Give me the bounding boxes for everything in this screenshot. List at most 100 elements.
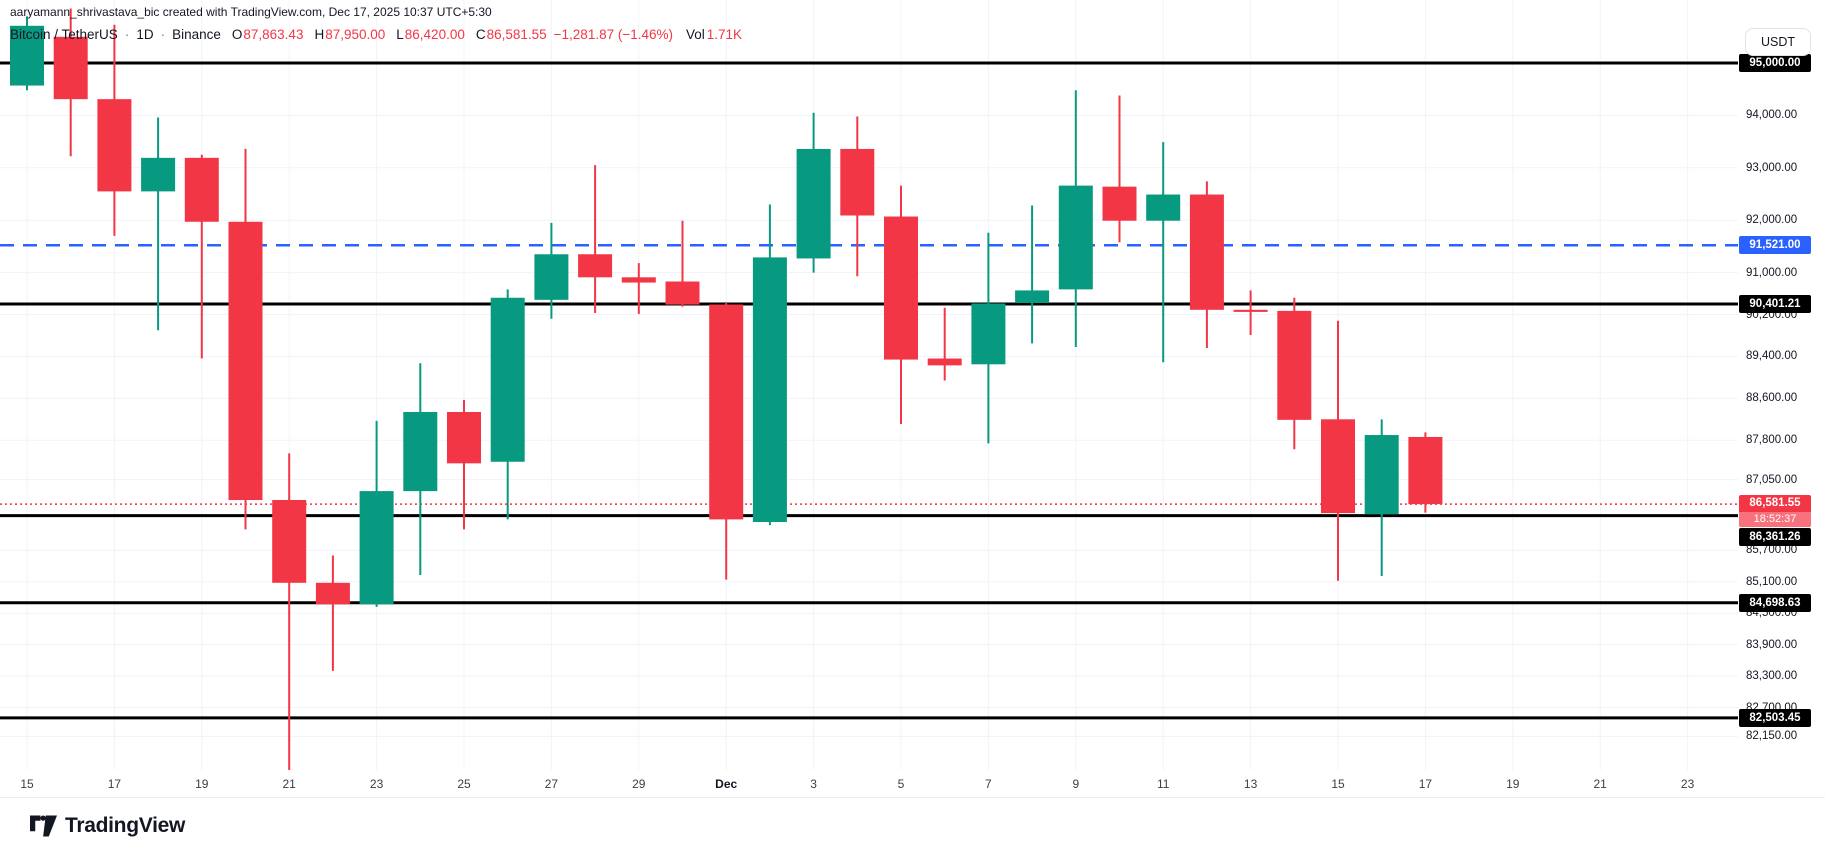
candle <box>927 307 962 381</box>
low-value: 86,420.00 <box>404 27 465 42</box>
candle <box>1277 297 1312 450</box>
candle <box>752 204 787 526</box>
time-tick-label: 5 <box>897 777 905 791</box>
candle <box>403 363 438 575</box>
time-tick-label: 29 <box>632 777 646 791</box>
candle <box>1321 320 1355 581</box>
open-value: 87,863.43 <box>243 27 304 42</box>
time-tick-label: 15 <box>1331 777 1345 791</box>
candle <box>1146 142 1181 363</box>
candle <box>621 263 656 314</box>
time-tick-label: 11 <box>1156 777 1170 791</box>
change-value: −1,281.87 (−1.46%) <box>553 27 673 42</box>
exchange-label[interactable]: Binance <box>172 27 221 42</box>
time-tick-label: 25 <box>457 777 471 791</box>
time-tick-label: 13 <box>1243 777 1258 791</box>
candle <box>840 116 875 277</box>
candle-body <box>53 36 88 100</box>
close-value: 86,581.55 <box>486 27 547 42</box>
time-tick-label: 7 <box>985 777 992 791</box>
candle-body <box>796 148 831 259</box>
candle <box>884 185 918 425</box>
time-tick-label: 23 <box>1680 777 1695 791</box>
candle-body <box>1408 436 1443 505</box>
candle <box>1015 205 1050 344</box>
volume-label: Vol <box>686 27 705 42</box>
open-label: O <box>231 27 243 42</box>
candle-body <box>228 221 263 501</box>
candle <box>447 399 481 530</box>
candle-body <box>272 500 307 583</box>
candle-body <box>927 358 962 366</box>
candle-body <box>141 157 176 192</box>
candle <box>665 220 700 307</box>
candle-body <box>840 148 875 216</box>
volume-value: 1.71K <box>706 27 743 42</box>
candle-body <box>1189 194 1224 310</box>
candle-body <box>971 303 1006 365</box>
chart-pane[interactable] <box>0 0 1825 770</box>
candle <box>141 117 176 331</box>
time-axis[interactable]: 15 17 19 21 23 25 27 29 Dec 3 5 7 9 11 13 15 17 19 21 23 <box>0 770 1825 798</box>
candle-body <box>97 99 132 192</box>
attribution-text: aaryamann_shrivastava_bic created with T… <box>10 5 492 19</box>
time-tick-label: 17 <box>1418 777 1433 791</box>
candle-body <box>403 411 438 492</box>
candle-body <box>752 257 787 523</box>
time-tick-label: 27 <box>544 777 559 791</box>
currency-button[interactable]: USDT <box>1745 28 1811 56</box>
high-value: 87,950.00 <box>325 27 386 42</box>
candle-body <box>1146 194 1181 221</box>
candle-body <box>184 157 219 222</box>
candle-body <box>447 411 481 464</box>
time-tick-label: 19 <box>1506 777 1520 791</box>
candle-body <box>1015 290 1050 303</box>
candle-body <box>884 216 918 360</box>
candle-body <box>315 582 350 605</box>
close-label: C <box>475 27 486 42</box>
candle <box>1364 419 1399 576</box>
separator: · <box>124 27 130 42</box>
candle-body <box>1277 310 1312 420</box>
time-tick-label: 9 <box>1072 777 1080 791</box>
candle-body <box>578 254 613 278</box>
candle <box>1058 90 1093 348</box>
time-tick-label: 21 <box>1593 777 1607 791</box>
time-tick-label: 23 <box>369 777 384 791</box>
candle <box>359 420 394 607</box>
time-tick-label: 19 <box>195 777 209 791</box>
candle-body <box>665 281 700 305</box>
candle-body <box>1058 185 1093 290</box>
candle <box>971 232 1006 444</box>
candle <box>53 8 88 157</box>
candle <box>534 222 569 319</box>
candle-body <box>490 297 525 462</box>
candle <box>228 148 263 530</box>
candle-body <box>709 304 744 520</box>
time-tick-label: 17 <box>107 777 122 791</box>
candle <box>1233 290 1268 335</box>
candle-body <box>1364 435 1399 515</box>
candle-body <box>359 491 394 605</box>
symbol-name[interactable]: Bitcoin / TetherUS <box>10 27 118 42</box>
candle <box>1102 95 1137 243</box>
candle <box>97 24 132 236</box>
candle <box>490 289 525 520</box>
candle <box>315 555 350 671</box>
tradingview-logo-text: TradingView <box>65 814 186 837</box>
time-tick-label: Dec <box>715 777 738 791</box>
candle-body <box>1102 186 1137 221</box>
tradingview-logo[interactable]: TradingView <box>30 814 185 838</box>
low-label: L <box>396 27 404 42</box>
candle <box>184 154 219 359</box>
axis-separator <box>0 797 1825 798</box>
candle-body <box>1321 419 1355 514</box>
high-label: H <box>314 27 325 42</box>
candle-body <box>1233 309 1268 312</box>
symbol-legend: Bitcoin / TetherUS · 1D · Binance O 87,86… <box>10 27 742 42</box>
time-tick-label: 3 <box>810 777 817 791</box>
interval-label[interactable]: 1D <box>136 27 154 42</box>
candle-body <box>10 25 44 86</box>
tradingview-logo-icon <box>30 815 57 837</box>
